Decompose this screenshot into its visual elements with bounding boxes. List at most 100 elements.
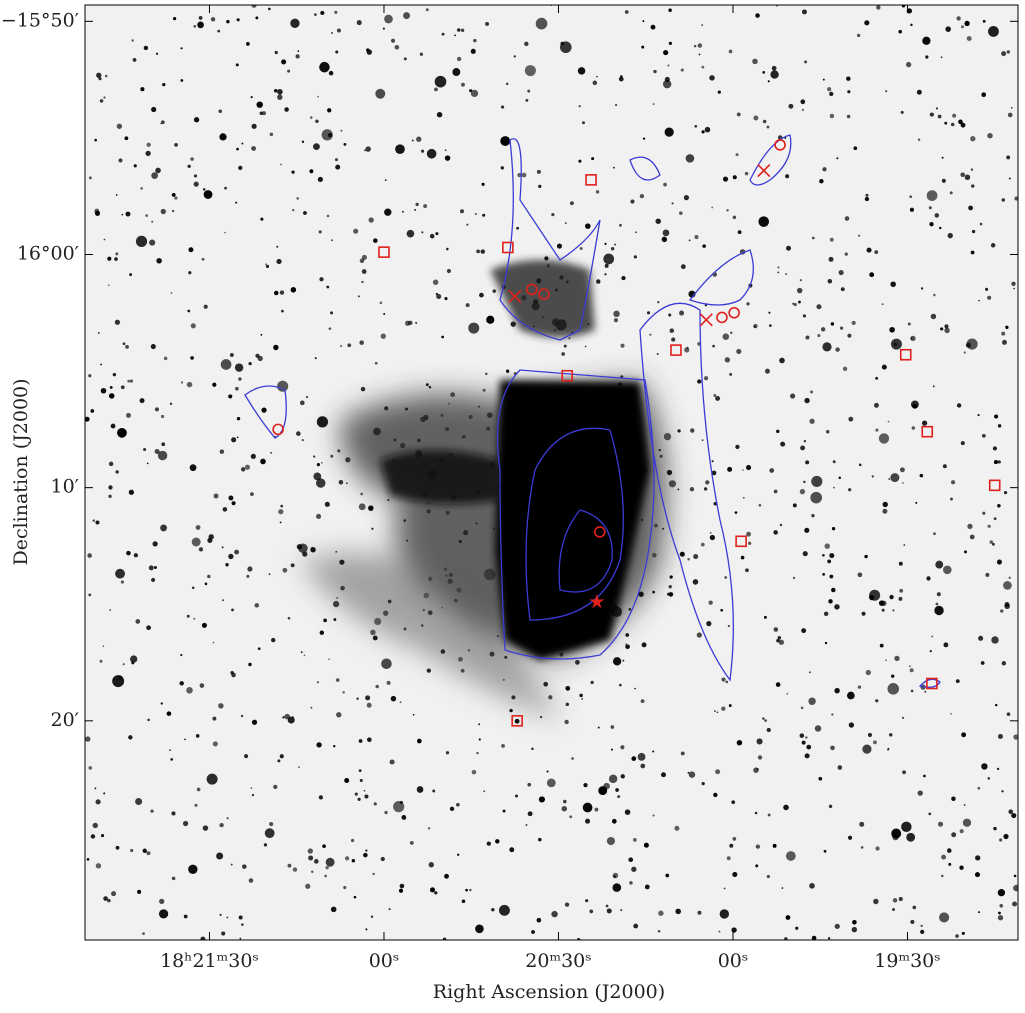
star-dot bbox=[155, 52, 159, 55]
star-dot bbox=[239, 937, 242, 940]
star-dot bbox=[583, 782, 588, 788]
star-dot bbox=[357, 797, 361, 801]
star-dot bbox=[399, 883, 405, 889]
star-dot bbox=[698, 53, 701, 56]
star-dot bbox=[188, 271, 192, 275]
star-dot bbox=[170, 292, 173, 294]
star-dot bbox=[180, 381, 184, 384]
star-dot bbox=[155, 167, 161, 174]
star-dot bbox=[642, 137, 646, 140]
star-dot bbox=[342, 691, 345, 694]
star-dot bbox=[596, 75, 598, 78]
star-dot bbox=[873, 898, 879, 905]
star-dot bbox=[556, 243, 563, 249]
star-dot bbox=[328, 658, 330, 660]
star-dot bbox=[213, 493, 219, 499]
star-dot bbox=[981, 763, 988, 770]
star-dot bbox=[421, 149, 425, 153]
star-dot bbox=[578, 159, 582, 163]
star-dot bbox=[579, 246, 583, 251]
star-dot bbox=[427, 827, 431, 830]
star-dot bbox=[481, 182, 485, 186]
star-dot bbox=[122, 342, 126, 346]
star-dot bbox=[866, 247, 872, 253]
star-dot bbox=[722, 333, 730, 340]
star-dot bbox=[193, 174, 198, 178]
star-dot bbox=[210, 17, 216, 22]
star-dot bbox=[597, 726, 600, 729]
star-dot bbox=[955, 934, 959, 938]
star-dot bbox=[689, 487, 695, 492]
star-dot bbox=[124, 136, 129, 141]
star-dot bbox=[970, 250, 975, 255]
star-dot bbox=[771, 65, 777, 71]
star-dot bbox=[536, 917, 542, 923]
star-dot bbox=[944, 327, 950, 334]
star-dot bbox=[994, 414, 999, 419]
star-dot bbox=[365, 928, 368, 931]
star-dot bbox=[127, 379, 131, 383]
star-dot bbox=[383, 313, 386, 315]
star-dot bbox=[333, 744, 336, 748]
star-dot bbox=[890, 281, 896, 288]
star-dot bbox=[663, 182, 667, 187]
star-dot bbox=[516, 226, 520, 230]
star-dot bbox=[316, 513, 322, 519]
star-dot bbox=[709, 75, 715, 81]
star-dot bbox=[1013, 287, 1015, 290]
star-dot bbox=[186, 381, 193, 388]
star-dot bbox=[281, 59, 287, 65]
star-dot bbox=[403, 12, 411, 20]
star-dot bbox=[120, 580, 124, 584]
star-dot bbox=[620, 774, 625, 779]
star-dot bbox=[634, 687, 636, 690]
star-dot bbox=[564, 719, 569, 725]
star-dot bbox=[171, 811, 176, 816]
star-dot bbox=[234, 363, 244, 372]
star-dot bbox=[429, 233, 435, 239]
star-dot bbox=[803, 440, 807, 443]
star-dot bbox=[228, 495, 234, 501]
star-dot bbox=[668, 480, 676, 488]
star-dot bbox=[492, 289, 496, 293]
star-dot bbox=[732, 215, 737, 220]
star-dot bbox=[697, 43, 703, 48]
star-dot bbox=[958, 119, 963, 125]
star-dot bbox=[840, 287, 845, 292]
star-dot bbox=[941, 178, 946, 183]
star-dot bbox=[296, 431, 301, 436]
star-dot bbox=[538, 184, 542, 188]
star-dot bbox=[190, 323, 196, 329]
square-marker bbox=[511, 715, 523, 727]
star-dot bbox=[344, 778, 350, 783]
star-dot bbox=[160, 208, 166, 215]
star-dot bbox=[990, 243, 996, 248]
star-dot bbox=[802, 551, 808, 557]
star-dot bbox=[244, 754, 249, 759]
star-dot bbox=[95, 863, 102, 869]
star-dot bbox=[692, 579, 699, 585]
star-dot bbox=[154, 448, 160, 455]
star-dot bbox=[216, 852, 224, 860]
star-dot bbox=[263, 843, 268, 847]
star-dot bbox=[335, 550, 338, 553]
star-dot bbox=[160, 122, 162, 125]
star-dot bbox=[343, 885, 347, 890]
star-dot bbox=[370, 915, 374, 918]
star-dot bbox=[933, 532, 936, 536]
square-marker bbox=[926, 677, 938, 690]
star-dot bbox=[892, 898, 898, 903]
star-dot bbox=[828, 804, 833, 809]
star-dot bbox=[611, 818, 617, 824]
star-dot bbox=[944, 121, 948, 125]
star-dot bbox=[978, 635, 984, 641]
star-dot bbox=[206, 773, 218, 785]
star-dot bbox=[335, 50, 339, 54]
star-dot bbox=[126, 550, 131, 556]
star-dot bbox=[951, 796, 956, 801]
star-dot bbox=[187, 309, 191, 313]
star-dot bbox=[316, 463, 320, 467]
star-dot bbox=[575, 659, 580, 665]
star-dot bbox=[619, 223, 622, 227]
star-dot bbox=[544, 256, 549, 261]
